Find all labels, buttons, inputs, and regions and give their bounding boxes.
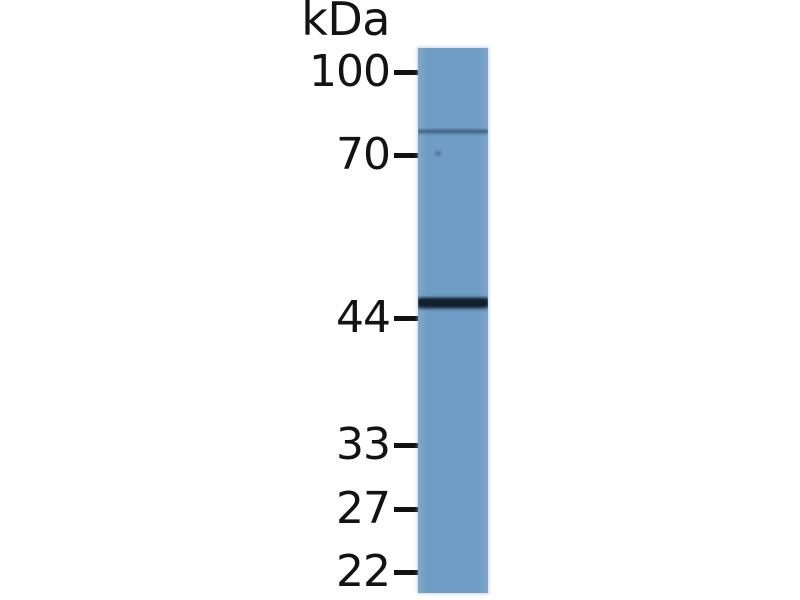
- blot-speck-artifact: [435, 151, 441, 156]
- kda-unit-label: kDa: [301, 0, 390, 46]
- marker-tick-icon-100: [394, 70, 422, 75]
- marker-label-33: 33: [336, 419, 391, 470]
- marker-label-27: 27: [336, 483, 391, 534]
- blot-band-70kda: [418, 128, 488, 135]
- molecular-weight-marker-column: kDa 100 70 44 33 27 22: [240, 0, 422, 600]
- marker-tick-icon-70: [394, 153, 422, 158]
- blot-band-44kda: [418, 296, 488, 311]
- gel-lane-1: [418, 48, 488, 593]
- marker-label-44: 44: [336, 292, 391, 343]
- marker-label-22: 22: [336, 546, 391, 597]
- marker-label-100: 100: [309, 46, 391, 97]
- marker-tick-icon-33: [394, 443, 422, 448]
- marker-tick-icon-44: [394, 316, 422, 321]
- marker-tick-icon-27: [394, 507, 422, 512]
- marker-label-70: 70: [336, 129, 391, 180]
- marker-tick-icon-22: [394, 570, 422, 575]
